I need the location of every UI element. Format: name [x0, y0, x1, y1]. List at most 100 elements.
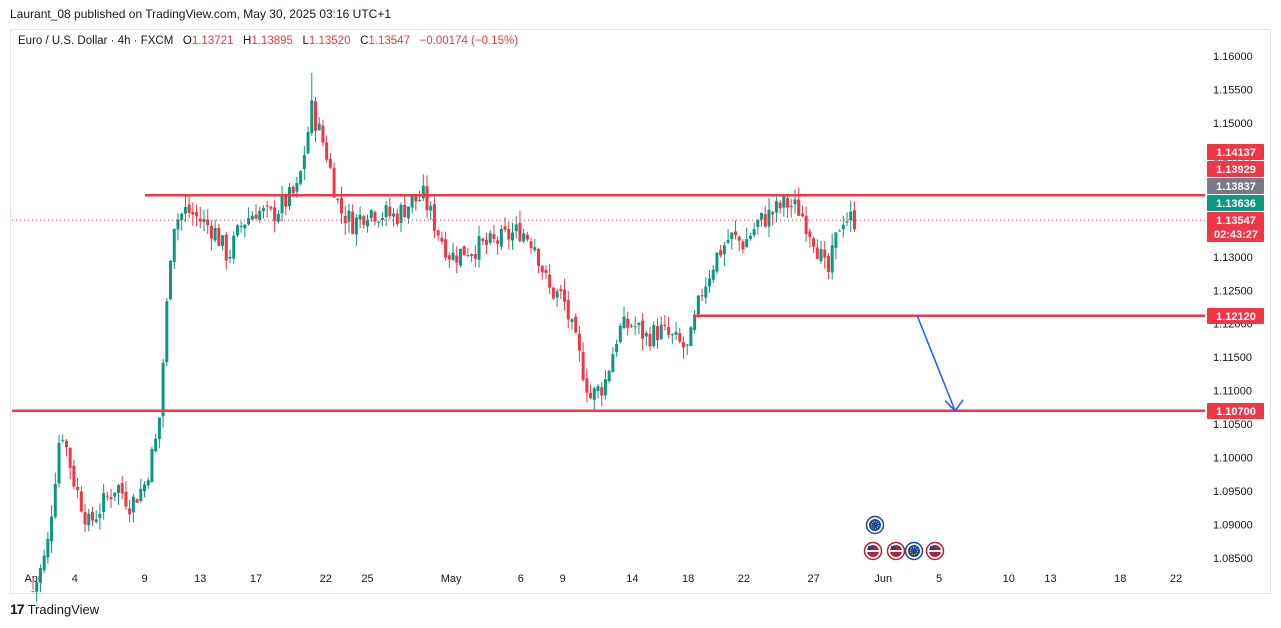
candle-body	[577, 333, 581, 351]
candle-body	[499, 228, 503, 247]
candle-body	[511, 232, 515, 241]
candle-body	[615, 343, 619, 352]
candle-body	[838, 230, 842, 232]
candle-body	[321, 125, 325, 143]
candle-body	[786, 198, 790, 208]
candle-body	[358, 214, 362, 220]
candle-body	[347, 210, 351, 222]
low-label: L	[302, 35, 309, 47]
candle-body	[570, 319, 574, 323]
candle-body	[150, 449, 154, 483]
candle-body	[708, 278, 712, 287]
candle-body	[232, 235, 236, 259]
candle-body	[700, 295, 704, 297]
candle-body	[849, 211, 853, 221]
candle-body	[113, 492, 117, 497]
candle-body	[362, 216, 366, 225]
x-tick-label: 13	[194, 573, 206, 585]
candle-body	[395, 213, 399, 225]
price-tag-label: 1.14137	[1216, 147, 1256, 159]
y-tick-label: 1.08500	[1213, 553, 1253, 565]
candle-body	[380, 217, 384, 221]
y-tick-label: 1.11500	[1213, 352, 1252, 364]
open-label: O	[182, 35, 192, 47]
close-label: C	[360, 35, 369, 47]
candle-body	[116, 485, 120, 493]
x-tick-label: 14	[626, 573, 638, 585]
tradingview-logo-icon[interactable]: 17	[10, 601, 25, 617]
candle-body	[737, 236, 741, 241]
candle-body	[496, 240, 500, 244]
candle-body	[574, 316, 578, 333]
candle-body	[109, 497, 113, 500]
candle-body	[789, 205, 793, 207]
brand-label[interactable]: TradingView	[27, 601, 100, 617]
candle-body	[473, 253, 477, 259]
candle-body	[566, 299, 570, 320]
candle-body	[224, 234, 228, 261]
candle-body	[548, 274, 552, 288]
candle-body	[537, 248, 541, 266]
candle-body	[143, 484, 147, 492]
candle-body	[852, 210, 856, 230]
candle-body	[470, 254, 474, 256]
candle-body	[763, 214, 767, 227]
candle-body	[678, 333, 682, 342]
candle-body	[455, 255, 459, 263]
candle-body	[120, 483, 124, 494]
candle-body	[693, 315, 697, 330]
y-tick-label: 1.12500	[1213, 285, 1253, 297]
candle-body	[503, 226, 507, 230]
candle-body	[306, 132, 310, 154]
y-tick-label: 1.09000	[1213, 520, 1253, 532]
x-tick-label: Jun	[874, 573, 892, 585]
candle-body	[774, 201, 778, 213]
candle-body	[139, 488, 143, 502]
candle-body	[507, 228, 511, 240]
y-tick-label: 1.13000	[1213, 252, 1253, 264]
candle-body	[730, 232, 734, 239]
flag-stars	[910, 547, 918, 555]
eu-flag-icon-fill	[869, 519, 881, 531]
candle-body	[797, 199, 801, 216]
candle-body	[637, 323, 641, 326]
candle-body	[406, 206, 410, 219]
candle-body	[748, 235, 752, 239]
candle-body	[492, 234, 496, 239]
y-tick-label: 1.15500	[1213, 84, 1253, 96]
candle-body	[258, 210, 262, 220]
x-tick-label: 17	[250, 573, 262, 585]
candle-body	[354, 217, 358, 235]
candle-body	[76, 487, 80, 490]
candle-body	[172, 228, 176, 262]
candle-body	[165, 301, 169, 363]
candle-body	[663, 324, 667, 326]
candle-body	[667, 327, 671, 335]
candle-body	[670, 334, 674, 336]
x-tick-label: 27	[807, 573, 819, 585]
candle-body	[793, 199, 797, 205]
candle-body	[484, 239, 488, 245]
symbol-label[interactable]: Euro / U.S. Dollar · 4h · FXCM	[18, 35, 174, 47]
change-value: −0.00174 (−0.15%)	[419, 35, 519, 47]
candle-body	[128, 508, 132, 515]
candle-body	[555, 291, 559, 298]
price-tag-label: 1.12120	[1216, 311, 1256, 323]
candle-body	[135, 499, 139, 503]
candle-body	[734, 231, 738, 236]
candle-body	[685, 344, 689, 346]
candle-body	[340, 198, 344, 214]
flag-stars	[871, 521, 879, 529]
candle-body	[726, 239, 730, 243]
candle-body	[336, 199, 340, 201]
projection-arrow[interactable]	[916, 315, 956, 412]
candle-body	[540, 265, 544, 273]
candle-body	[46, 538, 50, 558]
candle-body	[410, 196, 414, 208]
candle-body	[377, 221, 381, 223]
candle-body	[845, 221, 849, 223]
x-tick-label: 5	[936, 573, 942, 585]
candle-body	[719, 250, 723, 256]
x-tick-label: 22	[738, 573, 750, 585]
